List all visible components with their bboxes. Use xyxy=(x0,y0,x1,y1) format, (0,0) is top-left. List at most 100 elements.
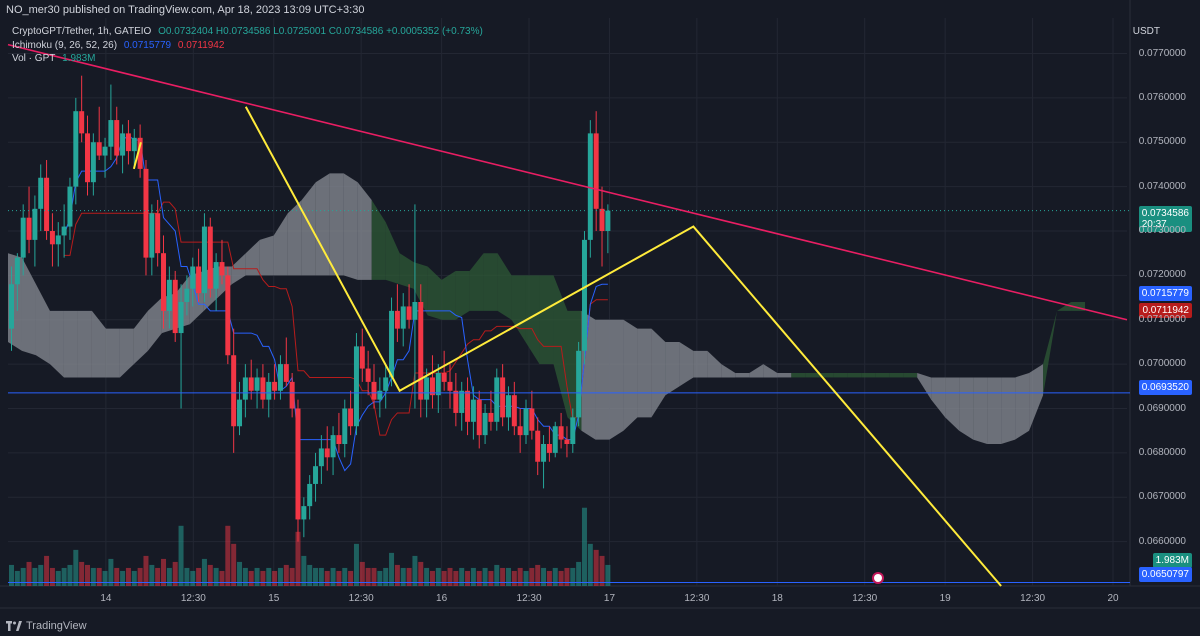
volume-bar xyxy=(353,543,359,586)
candle-body xyxy=(605,210,611,231)
ichimoku-cloud-segment xyxy=(245,239,260,276)
volume-bar xyxy=(96,567,102,586)
volume-bar xyxy=(67,564,73,586)
x-tick-label: 16 xyxy=(436,593,448,604)
footer-brand[interactable]: TradingView xyxy=(6,620,87,632)
volume-bar xyxy=(359,561,365,586)
ichimoku-cloud-segment xyxy=(861,373,876,378)
candle-body xyxy=(599,208,605,231)
ichimoku-label: Ichimoku (9, 26, 52, 26) xyxy=(12,40,118,51)
ichimoku-cloud-segment xyxy=(273,213,288,276)
candle-body xyxy=(184,288,190,302)
candle-body xyxy=(353,346,359,427)
candle-body xyxy=(254,377,260,391)
candle-body xyxy=(114,120,120,156)
ichimoku-cloud-segment xyxy=(357,182,372,280)
candle-body xyxy=(324,448,330,458)
volume-bar xyxy=(14,570,20,586)
candle-body xyxy=(277,364,283,391)
candle-body xyxy=(348,408,354,427)
y-tick-label: 0.0750000 xyxy=(1138,136,1186,148)
volume-bar xyxy=(172,561,178,586)
candle-body xyxy=(120,133,126,156)
ichimoku-cloud-segment xyxy=(105,328,120,378)
candle-body xyxy=(219,262,225,276)
candle-body xyxy=(593,133,599,209)
x-tick-label: 18 xyxy=(771,593,783,604)
candle-body xyxy=(295,408,301,520)
ichimoku-cloud-segment xyxy=(287,199,302,276)
ichimoku-cloud-segment xyxy=(1057,302,1072,311)
ichimoku-cloud-segment xyxy=(875,373,890,378)
candle-body xyxy=(529,408,535,431)
candle-body xyxy=(44,177,50,231)
candle-body xyxy=(313,466,319,484)
candle-body xyxy=(488,412,494,422)
ichimoku-cloud-segment xyxy=(35,284,50,365)
candle-body xyxy=(301,506,307,520)
candle-body xyxy=(330,435,336,458)
y-tick-label: 0.0680000 xyxy=(1138,446,1186,458)
ichimoku-cloud-segment xyxy=(77,310,92,378)
volume-bar xyxy=(465,570,471,586)
ichimoku-cloud-segment xyxy=(49,310,64,378)
ichimoku-cloud-segment xyxy=(329,173,344,276)
candle-body xyxy=(453,390,459,413)
volume-bar xyxy=(125,567,131,586)
candle-body xyxy=(8,284,14,329)
volume-bar xyxy=(570,567,576,586)
volume-bar xyxy=(424,567,430,586)
volume-bar xyxy=(365,567,371,586)
candle-body xyxy=(14,257,20,285)
volume-bar xyxy=(330,567,336,586)
volume-bar xyxy=(412,555,418,586)
candle-body xyxy=(307,483,313,507)
candle-body xyxy=(435,373,441,396)
ichimoku-cloud-segment xyxy=(343,173,358,280)
volume-bar xyxy=(581,507,587,586)
ichimoku-value-1: 0.0715779 xyxy=(123,40,172,51)
y-tick-label: 0.0760000 xyxy=(1138,91,1186,103)
candle-body xyxy=(207,226,213,289)
ichimoku-cloud-segment xyxy=(889,373,904,378)
volume-bar xyxy=(307,564,313,586)
ichimoku-cloud-segment xyxy=(91,310,106,378)
volume-bar xyxy=(242,567,248,586)
volume-bar xyxy=(114,567,120,586)
candle-body xyxy=(570,417,576,444)
symbol-legend: CryptoGPT/Tether, 1h, GATEIO O0.0732404 … xyxy=(12,26,487,37)
x-tick-label: 12:30 xyxy=(1020,593,1046,604)
candle-body xyxy=(201,226,207,294)
x-tick-label: 20 xyxy=(1107,593,1119,604)
volume-bar xyxy=(441,570,447,586)
ichimoku-cloud-segment xyxy=(777,373,792,378)
ichimoku-cloud-segment xyxy=(1001,377,1016,444)
volume-bar xyxy=(371,567,377,586)
volume-bar xyxy=(447,567,453,586)
volume-bar xyxy=(523,570,529,586)
hline-low-tag: 0.0650797 xyxy=(1138,567,1192,582)
volume-bar xyxy=(55,570,61,586)
volume-bar xyxy=(318,567,324,586)
candle-body xyxy=(336,435,342,444)
volume-bar xyxy=(38,564,44,586)
volume-bar xyxy=(61,567,67,586)
volume-bar xyxy=(488,570,494,586)
volume-bar xyxy=(254,567,260,586)
volume-bar xyxy=(541,567,547,586)
candle-body xyxy=(242,377,248,400)
y-tick-label: 0.0720000 xyxy=(1138,269,1186,281)
ichimoku-cloud-segment xyxy=(441,270,456,320)
ichimoku-cloud-segment xyxy=(735,373,750,378)
candle-body xyxy=(576,350,582,418)
y-tick-label: 0.0660000 xyxy=(1138,535,1186,547)
axis-unit: USDT xyxy=(1132,26,1160,37)
y-tick-label: 0.0740000 xyxy=(1138,180,1186,192)
candle-body xyxy=(67,186,73,227)
candle-body xyxy=(108,120,114,147)
ichimoku-cloud-segment xyxy=(483,253,498,311)
volume-bar xyxy=(260,570,266,586)
candle-body xyxy=(85,133,91,183)
